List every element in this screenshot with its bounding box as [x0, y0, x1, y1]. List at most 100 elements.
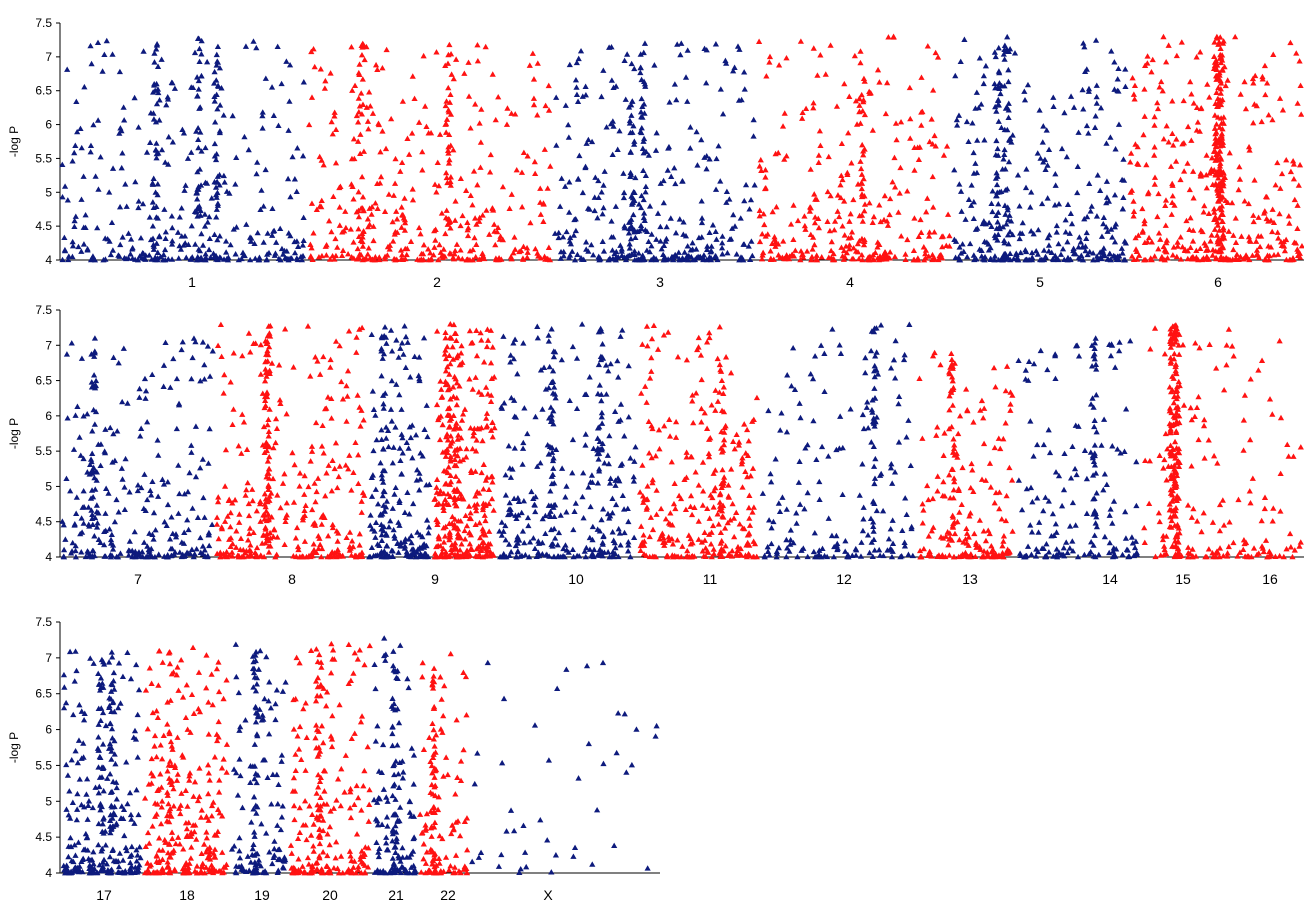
snp-point [958, 250, 965, 256]
snp-point [883, 218, 891, 224]
snp-point [268, 514, 275, 520]
snp-point [318, 443, 326, 449]
snp-point [571, 216, 578, 223]
snp-point [667, 215, 674, 221]
snp-point [436, 535, 443, 542]
snp-point [388, 547, 395, 553]
snp-point [439, 449, 446, 455]
snp-point [537, 199, 544, 205]
snp-point [876, 552, 884, 558]
snp-point [1092, 37, 1100, 43]
snp-point [614, 146, 621, 152]
snp-point [452, 473, 459, 479]
snp-point [815, 224, 823, 231]
snp-point [364, 251, 371, 257]
snp-point [299, 514, 307, 520]
snp-point [206, 373, 214, 379]
snp-point [941, 493, 948, 499]
snp-point [1217, 85, 1224, 92]
snp-point [482, 477, 489, 483]
y-tick-label: 4 [45, 550, 52, 564]
snp-point [766, 53, 774, 60]
snp-point [1034, 495, 1041, 501]
snp-point [571, 256, 579, 263]
snp-point [742, 181, 750, 188]
snp-point [1225, 228, 1232, 234]
snp-point [406, 511, 413, 517]
snp-point [1180, 97, 1187, 104]
snp-point [214, 173, 221, 179]
snp-point [778, 410, 785, 416]
snp-point [464, 232, 472, 239]
snp-point [1028, 228, 1035, 234]
snp-point [537, 459, 544, 466]
snp-point [888, 546, 895, 553]
snp-point [687, 124, 694, 130]
snp-point [641, 210, 648, 216]
snp-point [308, 448, 316, 454]
snp-point [588, 138, 596, 145]
snp-point [848, 234, 855, 240]
chromosome-3-points [551, 40, 758, 263]
snp-point [1269, 116, 1276, 123]
snp-point [199, 242, 207, 248]
snp-point [162, 339, 169, 346]
snp-point [542, 530, 549, 536]
snp-point [532, 413, 539, 420]
snp-point [618, 248, 625, 254]
snp-point [811, 241, 818, 248]
snp-point [696, 254, 703, 260]
snp-point [703, 246, 711, 252]
snp-point [153, 140, 160, 146]
snp-point [965, 138, 972, 145]
snp-point [1054, 552, 1061, 558]
snp-point [508, 511, 515, 517]
snp-point [238, 255, 245, 262]
snp-point [262, 397, 269, 404]
snp-point [772, 456, 779, 462]
snp-point [328, 228, 335, 235]
snp-point [117, 241, 124, 248]
snp-point [1193, 104, 1201, 111]
y-tick-label: 5.5 [35, 444, 52, 458]
snp-point [869, 397, 876, 403]
snp-point [857, 158, 864, 164]
snp-point [78, 549, 85, 555]
snp-point [1049, 510, 1057, 517]
snp-point [991, 499, 998, 506]
snp-point [642, 227, 649, 233]
snp-point [956, 536, 963, 543]
snp-point [1216, 227, 1223, 233]
snp-point [457, 491, 464, 497]
snp-point [720, 514, 727, 520]
snp-point [455, 488, 462, 494]
snp-point [129, 246, 136, 252]
snp-point [546, 363, 553, 370]
snp-point [764, 548, 772, 554]
snp-point [1110, 548, 1117, 554]
snp-point [717, 178, 724, 184]
snp-point [641, 217, 648, 224]
snp-point [612, 482, 619, 488]
snp-point [601, 460, 608, 466]
snp-point [289, 153, 296, 160]
snp-point [440, 246, 447, 252]
snp-point [1001, 239, 1008, 246]
snp-point [606, 480, 614, 486]
snp-point [153, 80, 160, 87]
snp-point [295, 546, 302, 553]
snp-point [1281, 247, 1289, 254]
snp-point [602, 362, 610, 368]
snp-point [1265, 256, 1272, 263]
snp-point [877, 322, 885, 328]
snp-point [1044, 234, 1051, 241]
snp-point [1290, 157, 1297, 164]
snp-point [992, 103, 999, 110]
snp-point [97, 539, 104, 546]
snp-point [609, 549, 616, 555]
snp-point [513, 515, 520, 521]
snp-point [457, 175, 464, 181]
snp-point [982, 537, 990, 544]
snp-point [214, 342, 222, 348]
snp-point [638, 124, 645, 131]
